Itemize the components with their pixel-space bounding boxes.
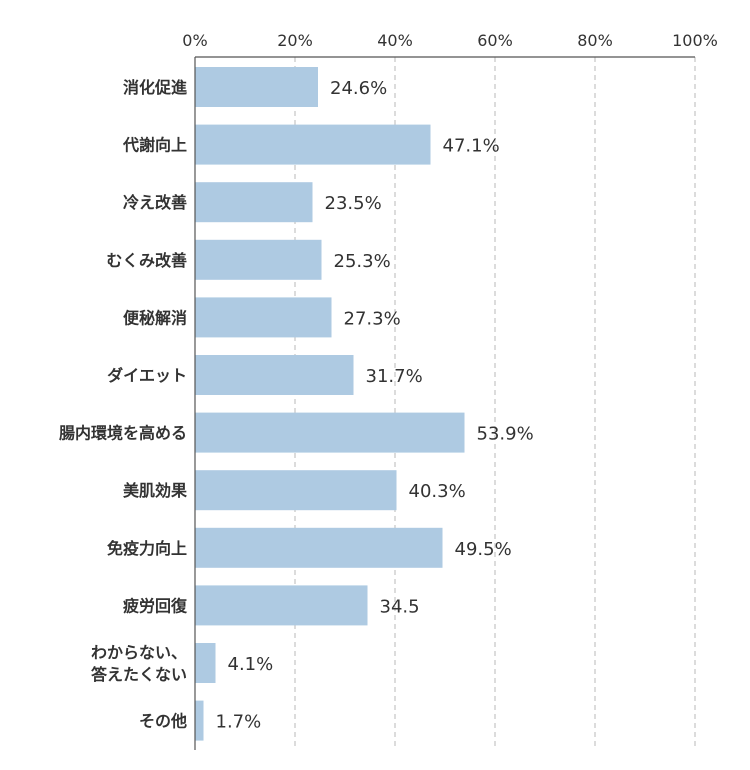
- value-label: 25.3%: [334, 251, 391, 272]
- category-label: 答えたくない: [91, 665, 187, 684]
- value-label: 34.5: [380, 596, 420, 617]
- value-label: 24.6%: [330, 78, 387, 99]
- value-label: 23.5%: [325, 193, 382, 214]
- bar: [195, 643, 216, 683]
- category-label: 免疫力向上: [107, 539, 187, 558]
- bar: [195, 585, 368, 626]
- category-label: 代謝向上: [122, 136, 187, 155]
- bar: [195, 297, 332, 338]
- x-tick-label: 20%: [277, 31, 313, 50]
- bar: [195, 182, 313, 223]
- x-tick-label: 40%: [377, 31, 413, 50]
- category-label: 冷え改善: [123, 193, 187, 212]
- x-tick-label: 0%: [182, 31, 207, 50]
- value-label: 49.5%: [455, 539, 512, 560]
- value-label: 53.9%: [477, 424, 534, 445]
- bar: [195, 124, 431, 165]
- value-label: 27.3%: [344, 308, 401, 329]
- bar: [195, 470, 397, 511]
- bar: [195, 700, 204, 741]
- bar: [195, 355, 354, 395]
- category-label: 疲労回復: [123, 596, 188, 615]
- category-label: 美肌効果: [123, 481, 187, 500]
- bar: [195, 239, 322, 280]
- category-label: 腸内環境を高める: [59, 424, 187, 443]
- bar: [195, 412, 465, 453]
- value-label: 40.3%: [409, 481, 466, 502]
- x-tick-label: 100%: [672, 31, 718, 50]
- category-label: むくみ改善: [106, 251, 187, 270]
- value-label: 4.1%: [228, 654, 274, 675]
- bar: [195, 67, 318, 107]
- x-tick-label: 80%: [577, 31, 613, 50]
- category-label: 便秘解消: [123, 308, 187, 327]
- category-label: ダイエット: [107, 366, 187, 385]
- bar: [195, 527, 443, 568]
- value-label: 1.7%: [216, 712, 262, 733]
- category-label: 消化促進: [123, 78, 187, 97]
- value-label: 31.7%: [366, 366, 423, 387]
- category-label: その他: [139, 712, 187, 731]
- x-tick-label: 60%: [477, 31, 513, 50]
- category-label: わからない、: [91, 643, 187, 662]
- value-label: 47.1%: [443, 136, 500, 157]
